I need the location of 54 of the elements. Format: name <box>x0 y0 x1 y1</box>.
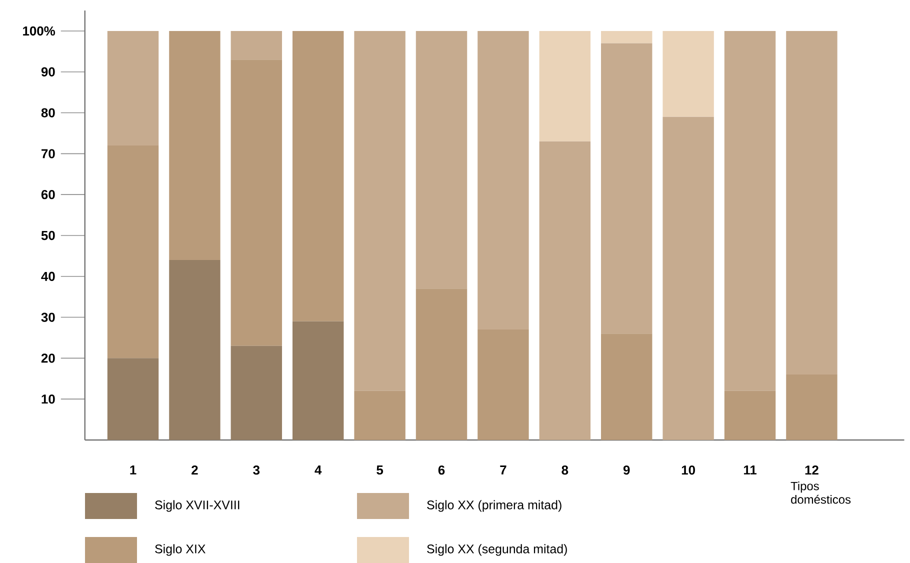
y-tick-label: 60 <box>41 190 55 200</box>
bar <box>354 390 406 440</box>
x-tick-label: 9 <box>623 465 630 475</box>
x-tick-label: 2 <box>192 465 198 475</box>
x-axis-title: Tipos domésticos <box>790 482 851 504</box>
y-tick-label: 90 <box>41 67 55 76</box>
legend-label: Siglo XIX <box>155 544 206 556</box>
y-tick-label: 10 <box>42 394 55 404</box>
bar <box>416 30 468 289</box>
bar <box>601 334 652 440</box>
bar <box>107 146 159 358</box>
bar <box>724 390 776 440</box>
bar <box>478 330 529 440</box>
bar <box>230 60 282 346</box>
bar <box>230 346 282 440</box>
y-tick-label: 70 <box>42 149 55 158</box>
bar <box>107 30 159 146</box>
x-tick-label: 1 <box>130 466 136 474</box>
bar <box>169 260 220 440</box>
y-tick-label: 30 <box>41 312 55 322</box>
x-tick-label: 7 <box>500 466 506 474</box>
x-tick-label: 11 <box>744 466 756 474</box>
y-tick-label: 40 <box>41 272 55 281</box>
x-tick-label: 5 <box>376 466 384 475</box>
bar <box>292 321 344 440</box>
bar <box>169 30 220 260</box>
x-tick-label: 8 <box>562 465 568 475</box>
bar <box>539 30 591 142</box>
bar <box>786 30 838 375</box>
y-tick-label: 50 <box>41 230 55 240</box>
bar <box>292 30 344 322</box>
legend-label: Siglo XVII-XVIII <box>155 500 240 512</box>
bar <box>539 141 591 440</box>
legend-label: Siglo XX (primera mitad) <box>427 500 562 512</box>
x-tick-label: 10 <box>682 465 695 475</box>
x-tick-label: 6 <box>438 465 445 475</box>
legend-label: Siglo XX (segunda mitad) <box>427 544 567 556</box>
bar <box>786 374 838 440</box>
bar <box>478 30 529 330</box>
bar <box>662 116 714 440</box>
y-tick-label: 100% <box>23 26 56 36</box>
bar <box>354 30 406 391</box>
y-tick-label: 80 <box>41 108 55 118</box>
x-tick-label: 4 <box>314 466 322 474</box>
bar <box>601 43 652 334</box>
bar <box>601 30 652 44</box>
y-tick-label: 20 <box>41 354 55 363</box>
bar <box>662 30 714 117</box>
bar <box>724 30 776 391</box>
bar <box>416 288 468 440</box>
x-tick-label: 12 <box>805 465 818 475</box>
x-tick-label: 3 <box>253 465 260 475</box>
bar <box>107 358 159 440</box>
bar <box>230 30 282 60</box>
